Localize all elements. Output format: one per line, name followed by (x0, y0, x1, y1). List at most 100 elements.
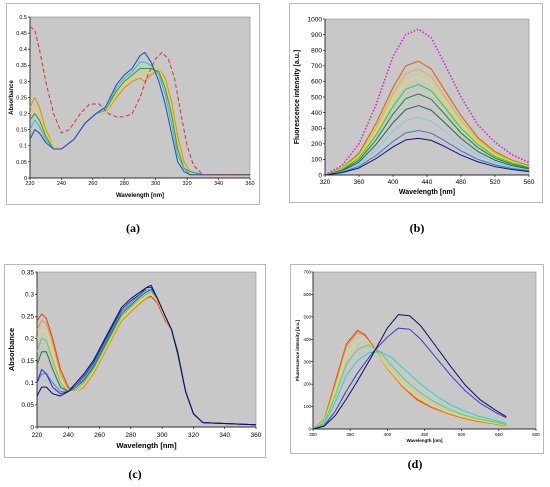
y-tick-label: 400 (303, 337, 311, 342)
y-tick-label: 0.4 (19, 47, 27, 53)
y-tick-label: 0.1 (19, 144, 27, 150)
y-tick-label: 700 (303, 270, 311, 275)
plot-area (312, 271, 537, 430)
caption-d: (d) (407, 457, 423, 471)
x-axis-label: Wavelength [nm] (116, 193, 164, 199)
series-line-b-6 (324, 105, 530, 176)
plot-area (36, 271, 257, 428)
chart-panel-a: 220 240 260 280 300 320 340 360 0 0.05 0.1 0.15 0.2 0… (6, 3, 260, 205)
x-tick-label: 360 (245, 181, 254, 187)
y-tick-label: 500 (311, 94, 322, 101)
chart-c: 220 240 260 280 300 320 340 360 0 0.05 0.1 0.15 0.2 0… (7, 269, 262, 450)
x-tick-label: 240 (63, 432, 74, 439)
chart-panel-c: 220 240 260 280 300 320 340 360 0 0.05 0.1 0.15 0.2 0… (4, 264, 266, 458)
y-tick-label: 0.15 (21, 358, 34, 365)
plot-area (29, 16, 251, 179)
x-tick-label: 260 (88, 181, 97, 187)
x-axis-label: Wavelength [nm] (406, 438, 443, 443)
y-tick-label: 700 (311, 63, 322, 70)
y-tick-label: 1000 (308, 16, 323, 23)
y-tick-label: 0.25 (16, 95, 27, 101)
x-tick-label: 320 (320, 179, 331, 186)
y-tick-label: 600 (311, 79, 322, 86)
y-axis-label: Fluorescence intensity [a.u.] (294, 50, 301, 145)
x-tick-label: 400 (384, 432, 392, 437)
series-line-b-7 (324, 116, 530, 176)
series-line-b-9 (324, 137, 530, 176)
y-tick-label: 0.15 (16, 128, 27, 134)
y-tick-label: 800 (311, 47, 322, 54)
caption-b: (b) (409, 221, 425, 235)
series-line-d-6 (312, 314, 507, 430)
x-tick-label: 400 (388, 179, 399, 186)
series-line-b-1 (324, 60, 530, 176)
x-tick-label: 600 (532, 432, 540, 437)
x-tick-label: 220 (32, 432, 43, 439)
y-tick-label: 0.35 (21, 269, 34, 276)
x-tick-label: 240 (57, 181, 66, 187)
series-line-c-7 (36, 284, 257, 426)
chart-panel-d: 300 350 400 450 500 550 600 0 100 200 300 400 500 600… (290, 264, 544, 454)
series-line-a-4 (29, 51, 250, 176)
x-tick-label: 300 (309, 432, 317, 437)
chart-b: 320 360 400 440 480 520 560 0 100 200 300 400 500 600… (294, 16, 535, 196)
series-line-b-8 (324, 130, 530, 176)
x-tick-label: 360 (251, 432, 262, 439)
y-axis-label: Fluorescence intensity [a.u.] (295, 320, 300, 381)
chart-a: 220 240 260 280 300 320 340 360 0 0.05 0.1 0.15 0.2 0… (9, 15, 255, 199)
y-tick-label: 0.2 (25, 336, 34, 343)
x-tick-label: 340 (219, 432, 230, 439)
x-axis-label: Wavelength [nm] (399, 189, 455, 196)
x-tick-label: 480 (456, 179, 467, 186)
series-line-b-4 (324, 84, 530, 176)
y-tick-label: 500 (303, 314, 311, 319)
x-tick-label: 280 (120, 181, 129, 187)
x-tick-label: 340 (214, 181, 223, 187)
y-tick-label: 200 (303, 382, 311, 387)
series-line-b-3 (324, 76, 530, 176)
y-axis-label: Absorbance (9, 80, 15, 115)
x-tick-label: 320 (183, 181, 192, 187)
y-tick-label: 0 (24, 176, 27, 182)
x-tick-label: 560 (524, 179, 535, 186)
y-tick-label: 100 (303, 404, 311, 409)
series-line-b-5 (324, 93, 530, 176)
y-tick-label: 0 (308, 427, 311, 432)
series-line-a-5 (29, 26, 250, 176)
x-axis-label: Wavelength [nm] (116, 441, 177, 450)
y-tick-label: 100 (311, 157, 322, 164)
y-tick-label: 0.3 (25, 291, 34, 298)
chart-panel-b: 320 360 400 440 480 520 560 0 100 200 300 400 500 600… (289, 3, 543, 203)
series-line-a-1 (29, 68, 250, 176)
x-tick-label: 220 (25, 181, 34, 187)
x-tick-label: 300 (157, 432, 168, 439)
y-tick-label: 0.05 (16, 160, 27, 166)
x-tick-label: 300 (151, 181, 160, 187)
series-line-d-2 (312, 338, 507, 430)
series-line-b-0 (324, 28, 530, 176)
x-tick-label: 440 (422, 179, 433, 186)
y-tick-label: 0 (30, 424, 34, 431)
y-tick-label: 600 (303, 292, 311, 297)
y-tick-label: 300 (311, 125, 322, 132)
y-tick-label: 0.5 (19, 15, 27, 21)
y-tick-label: 900 (311, 32, 322, 39)
y-tick-label: 0 (318, 172, 322, 179)
y-tick-label: 300 (303, 359, 311, 364)
caption-c: (c) (128, 467, 142, 481)
y-tick-label: 200 (311, 141, 322, 148)
series-line-b-2 (324, 68, 530, 176)
x-tick-label: 350 (346, 432, 354, 437)
y-tick-label: 0.1 (25, 380, 34, 387)
y-tick-label: 0.05 (21, 402, 34, 409)
y-tick-label: 0.2 (19, 112, 27, 118)
y-tick-label: 0.25 (21, 314, 34, 321)
y-tick-label: 0.45 (16, 31, 27, 37)
y-tick-label: 0.35 (16, 63, 27, 69)
chart-d: 300 350 400 450 500 550 600 0 100 200 300 400 500 600… (295, 270, 540, 443)
series-line-d-5 (312, 327, 507, 430)
x-tick-label: 360 (354, 179, 365, 186)
series-line-d-3 (312, 344, 507, 430)
y-tick-label: 0.3 (19, 79, 27, 85)
x-tick-label: 520 (490, 179, 501, 186)
